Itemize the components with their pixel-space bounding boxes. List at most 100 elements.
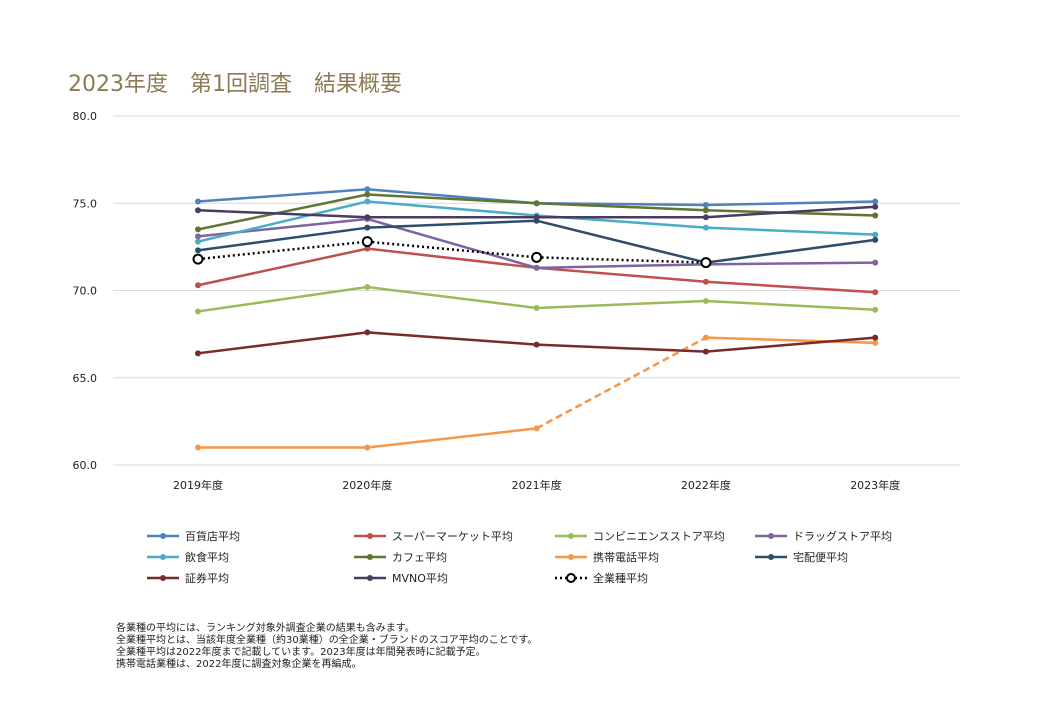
x-tick-label: 2020年度 [342, 478, 392, 492]
data-point [702, 224, 709, 231]
y-tick-label: 80.0 [73, 110, 98, 123]
legend-swatch [354, 575, 386, 581]
data-point [872, 236, 879, 243]
series-line-segment [705, 238, 876, 264]
data-point [364, 329, 371, 336]
legend-item: スーパーマーケット平均 [352, 528, 513, 544]
series-line-segment [536, 202, 706, 212]
series-line-segment [367, 193, 537, 205]
series-line-segment [536, 263, 706, 270]
series-line-segment [197, 331, 368, 355]
data-point [702, 334, 709, 341]
data-point [195, 247, 201, 254]
series-line-segment [367, 240, 537, 259]
legend-swatch [354, 533, 386, 539]
data-point [702, 297, 709, 304]
data-point [872, 198, 879, 205]
series-line-segment [536, 219, 707, 264]
note: 携帯電話業種は、2022年度に調査対象企業を再編成。 [116, 659, 362, 670]
data-point [872, 289, 879, 296]
series-line-segment [536, 256, 706, 264]
x-tick-label: 2021年度 [512, 478, 562, 492]
data-point [533, 304, 540, 311]
series-line-segment [197, 200, 368, 243]
series-line-segment [367, 200, 537, 217]
y-tick-label: 65.0 [73, 372, 98, 385]
series-line-segment [367, 219, 537, 229]
data-point [872, 306, 879, 313]
series-line-segment [705, 261, 876, 266]
note: 各業種の平均には、ランキング対象外調査企業の結果も含みます。 [116, 623, 415, 634]
data-point [872, 334, 879, 341]
legend-item: 百貨店平均 [145, 528, 240, 544]
legend-label: 証券平均 [185, 572, 229, 585]
data-point [364, 186, 371, 193]
data-point [702, 278, 709, 285]
series-line-segment [367, 427, 537, 449]
series-line-segment [197, 208, 368, 219]
series-line-segment [536, 266, 707, 284]
data-point [533, 200, 540, 207]
legend-swatch [147, 575, 179, 581]
data-point [364, 224, 371, 231]
note: 全業種平均とは、当該年度全業種（約30業種）の全企業・ブランドのスコア平均のこと… [116, 635, 538, 646]
legend-swatch [555, 533, 587, 539]
series-line-segment [367, 247, 537, 270]
x-tick-label: 2022年度 [681, 478, 731, 492]
legend-label: MVNO平均 [392, 572, 448, 585]
legend-label: 百貨店平均 [185, 530, 240, 543]
data-point [533, 264, 540, 271]
legend-item: 証券平均 [145, 570, 229, 586]
series-line-segment [367, 331, 537, 346]
data-point [872, 212, 879, 219]
legend-item: 宅配便平均 [753, 549, 848, 565]
legend-item: 携帯電話平均 [553, 549, 659, 565]
data-point [195, 198, 201, 205]
legend-item: 飲食平均 [145, 549, 229, 565]
data-point [531, 251, 543, 263]
note: 全業種平均は2022年度まで記載しています。2023年度は年間発表時に記載予定。 [116, 647, 486, 658]
series-line-segment [197, 247, 368, 287]
data-point [872, 231, 879, 238]
legend-item: MVNO平均 [352, 570, 448, 586]
y-tick-label: 60.0 [73, 459, 98, 472]
data-point [195, 233, 201, 240]
series-line-segment [705, 299, 876, 311]
data-point [872, 203, 879, 210]
legend-label: 全業種平均 [593, 572, 648, 585]
notes: 各業種の平均には、ランキング対象外調査企業の結果も含みます。 全業種平均とは、当… [116, 623, 537, 671]
data-point [702, 207, 709, 214]
data-point [533, 341, 540, 348]
legend-item: コンビニエンスストア平均 [553, 528, 725, 544]
legend-label: ドラッグストア平均 [793, 530, 892, 543]
series-line-segment [197, 217, 368, 238]
legend-label: 飲食平均 [185, 551, 229, 564]
data-point [364, 214, 371, 221]
data-point [702, 214, 709, 221]
legend-swatch [147, 554, 179, 560]
data-point [702, 201, 709, 208]
data-point [364, 191, 371, 198]
series-line-segment [197, 188, 368, 203]
legend-label: 携帯電話平均 [593, 551, 659, 564]
series-line-segment [197, 226, 368, 252]
legend-label: コンビニエンスストア平均 [593, 530, 725, 543]
series-line-segment [536, 336, 707, 430]
data-point [872, 259, 879, 266]
legend-swatch [354, 554, 386, 560]
legend-label: カフェ平均 [392, 551, 447, 564]
data-point [533, 214, 540, 221]
legend-swatch [147, 533, 179, 539]
data-point [192, 253, 204, 265]
data-point [533, 425, 540, 432]
data-point [700, 257, 712, 269]
legend-item: 全業種平均 [553, 570, 648, 586]
x-tick-label: 2023年度 [850, 478, 900, 492]
data-point [364, 444, 371, 451]
data-point [702, 348, 709, 355]
series-line-segment [536, 299, 706, 310]
data-point [195, 207, 201, 214]
series-line-segment [197, 240, 368, 261]
legend-swatch [755, 533, 787, 539]
x-tick-label: 2019年度 [173, 478, 223, 492]
